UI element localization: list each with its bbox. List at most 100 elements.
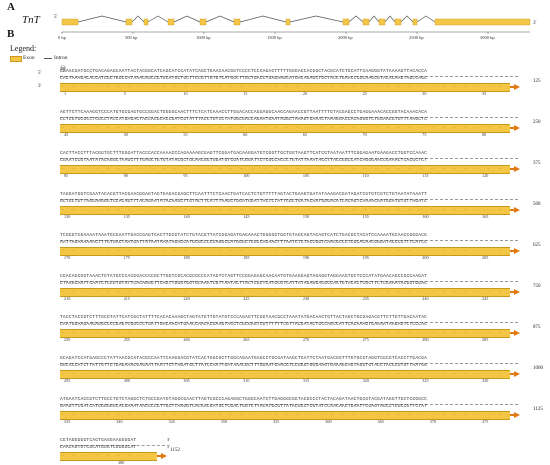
intron xyxy=(173,15,201,23)
amino-acid-cell: ··· xyxy=(128,372,132,376)
amino-acid-cell: ··· xyxy=(139,290,143,294)
amino-acid-cell: ··· xyxy=(262,249,266,253)
amino-acid-cell: ··· xyxy=(453,290,457,294)
end-3prime-label: 3' xyxy=(167,437,171,442)
amino-acid-cell: ··· xyxy=(94,126,98,130)
amino-acid-cell: ··· xyxy=(61,413,65,417)
amino-acid-cell: ··· xyxy=(296,208,300,212)
amino-acid-cell: ··· xyxy=(251,126,255,130)
dna-forward-strand: CACTTACCTTTACGGTGCTTTGGGATTACCCACCAAAACC… xyxy=(60,151,428,156)
amino-acid-cell: ··· xyxy=(61,249,65,253)
amino-acid-position-number: 340 xyxy=(116,419,123,424)
amino-acid-cell: ··· xyxy=(453,331,457,335)
amino-acid-cell: ··· xyxy=(475,85,479,89)
amino-acid-position-number: 165 xyxy=(482,214,489,219)
amino-acid-cell: ··· xyxy=(206,413,210,417)
amino-acid-cell: ··· xyxy=(184,249,188,253)
amino-acid-position-number: 180 xyxy=(183,255,190,260)
amino-acid-cell: ··· xyxy=(285,208,289,212)
amino-acid-cell: ··· xyxy=(240,290,244,294)
amino-acid-cell: ··· xyxy=(397,85,401,89)
amino-acid-cell: ··· xyxy=(150,85,154,89)
amino-acid-cell: ··· xyxy=(374,331,378,335)
amino-acid-position-number: 45 xyxy=(64,132,69,137)
amino-acid-position-number: 275 xyxy=(362,337,369,342)
amino-acid-position-number: 200 xyxy=(422,255,429,260)
strand-pairing-line xyxy=(60,239,518,241)
amino-acid-position-number: 20 xyxy=(302,91,308,96)
amino-acid-position-number: 135 xyxy=(123,214,130,219)
amino-acid-cell: ··· xyxy=(318,208,322,212)
amino-acid-position-number: 295 xyxy=(64,378,71,383)
amino-acid-cell: ··· xyxy=(329,413,333,417)
amino-acid-position-number: 130 xyxy=(64,214,71,219)
amino-acid-cell: ··· xyxy=(374,290,378,294)
amino-acid-cell: ··· xyxy=(94,413,98,417)
amino-acid-cell: ··· xyxy=(408,249,412,253)
amino-acid-cell: ··· xyxy=(83,249,87,253)
amino-acid-cell: ··· xyxy=(352,372,356,376)
amino-acid-position-number: 185 xyxy=(243,255,250,260)
amino-acid-cell: ··· xyxy=(464,126,468,130)
amino-acid-position-number: 1 xyxy=(64,91,67,96)
amino-acid-position-number: 205 xyxy=(482,255,489,260)
amino-acid-translation-band: ··· ··· ··· ··· ··· ··· ··· ··· ··· ··· ··· ··· ··· ·… xyxy=(60,124,510,133)
amino-acid-position-number: 25 xyxy=(362,91,367,96)
intron xyxy=(400,15,414,23)
amino-acid-cell: ··· xyxy=(105,167,109,171)
legend-title: Legend: xyxy=(10,44,37,53)
amino-acid-cell: ··· xyxy=(296,413,300,417)
amino-acid-position-number: 285 xyxy=(482,337,489,342)
amino-acid-position-number: 240 xyxy=(422,296,429,301)
amino-acid-cell: ··· xyxy=(72,290,76,294)
amino-acid-cell: ··· xyxy=(105,290,109,294)
legend-exon-label: Exon xyxy=(23,55,35,61)
amino-acid-cell: ··· xyxy=(195,331,199,335)
amino-acid-cell: ··· xyxy=(329,167,333,171)
amino-acid-cell: ··· xyxy=(262,167,266,171)
amino-acid-cell: ··· xyxy=(173,249,177,253)
amino-acid-cell: ··· xyxy=(285,167,289,171)
amino-acid-position-number: 375 xyxy=(482,419,489,424)
amino-acid-position-number: 95 xyxy=(183,173,188,178)
amino-acid-cell: ··· xyxy=(184,290,188,294)
dna-reverse-strand: GGCACCATCTTATTGTTCTGAGAAACGAGAATTAATTCTT… xyxy=(60,363,428,368)
amino-acid-position-number: 365 xyxy=(377,419,384,424)
amino-acid-cell: ··· xyxy=(430,167,434,171)
amino-acid-cell: ··· xyxy=(206,167,210,171)
amino-acid-cell: ··· xyxy=(262,372,266,376)
amino-acid-translation-band: ··· ··· ··· ··· ··· ··· ··· ··· xyxy=(60,452,157,461)
dna-reverse-strand: CGAATCCGTAATATACAGGCTAAGCTTTGAGCTGTGTATA… xyxy=(60,158,428,163)
amino-acid-cell: ··· xyxy=(397,290,401,294)
reading-frame-arrow-icon xyxy=(514,206,520,213)
amino-acid-cell: ··· xyxy=(374,85,378,89)
amino-acid-position-number: 270 xyxy=(302,337,310,342)
gene-5prime: 5' xyxy=(54,15,58,20)
amino-acid-cell: ··· xyxy=(150,413,154,417)
amino-acid-cell: ··· xyxy=(475,208,479,212)
amino-acid-cell: ··· xyxy=(150,331,154,335)
amino-acid-cell: ··· xyxy=(105,454,109,458)
amino-acid-cell: ··· xyxy=(441,290,445,294)
amino-acid-cell: ··· xyxy=(352,249,356,253)
amino-acid-position-number: 250 xyxy=(64,337,71,342)
axis-tick-label: 0 bp xyxy=(58,35,66,40)
amino-acid-cell: ··· xyxy=(363,331,367,335)
panel-b-label: B xyxy=(7,28,15,40)
amino-acid-cell: ··· xyxy=(262,208,266,212)
amino-acid-position-number: 170 xyxy=(64,255,71,260)
gene-name: TnT xyxy=(22,14,40,26)
amino-acid-position-number: 150 xyxy=(302,214,310,219)
end-5prime-label: 5' xyxy=(167,444,171,449)
amino-acid-position-number: 30 xyxy=(422,91,427,96)
amino-acid-cell: ··· xyxy=(486,85,490,89)
amino-acid-position-number: 305 xyxy=(183,378,190,383)
amino-acid-position-number: 345 xyxy=(168,419,175,424)
amino-acid-cell: ··· xyxy=(464,372,468,376)
amino-acid-cell: ··· xyxy=(83,167,87,171)
axis-tick-label: 2000 bp xyxy=(338,35,353,40)
exon xyxy=(143,18,149,26)
amino-acid-cell: ··· xyxy=(497,85,501,89)
amino-acid-cell: ··· xyxy=(374,249,378,253)
amino-acid-cell: ··· xyxy=(229,249,233,253)
